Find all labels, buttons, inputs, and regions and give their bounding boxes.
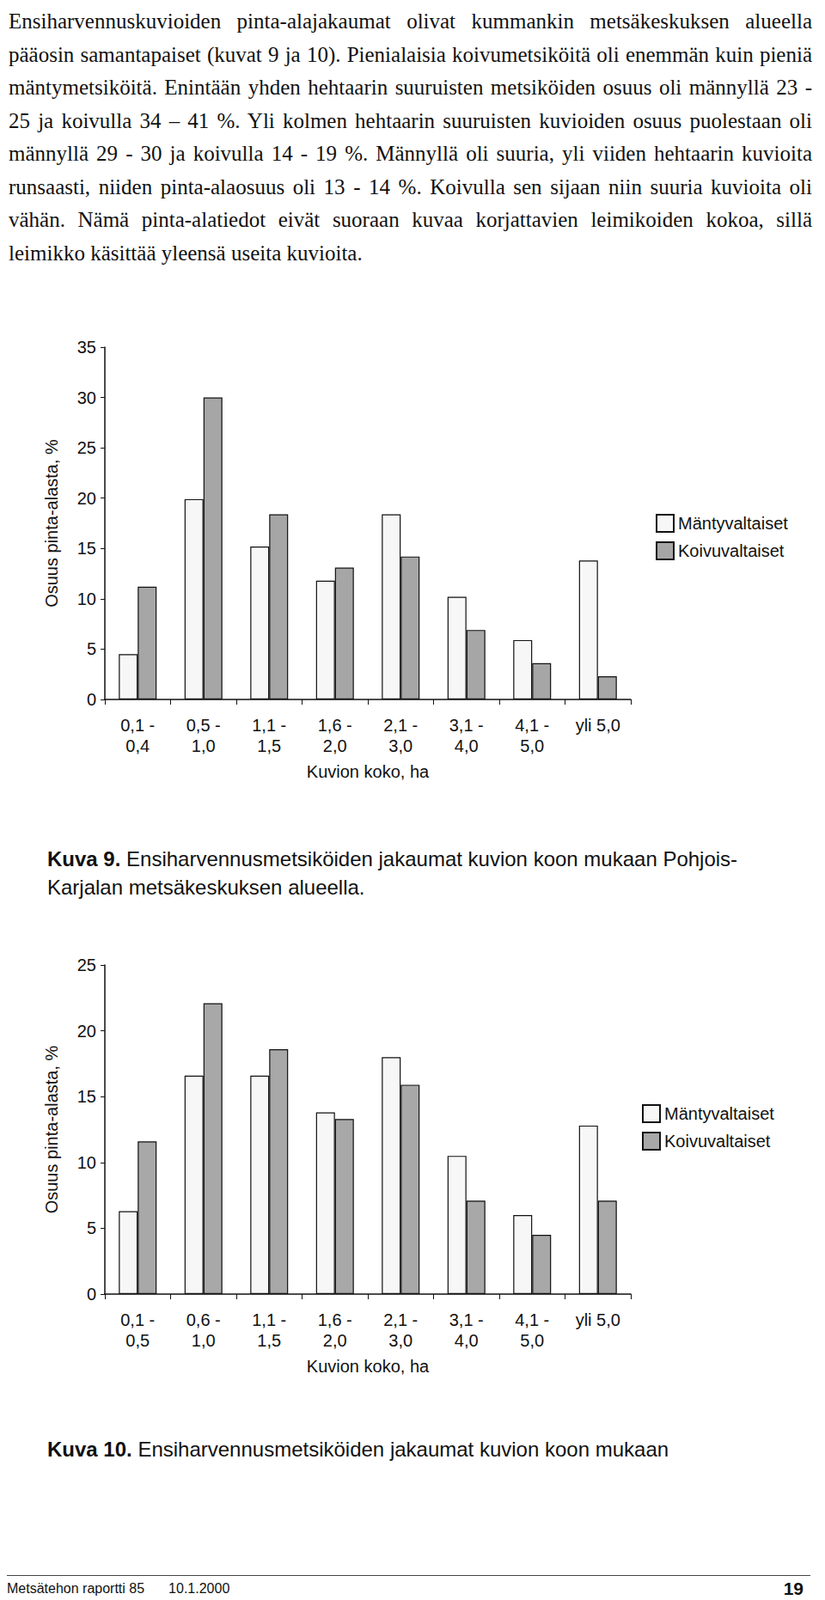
svg-text:15: 15 [77, 538, 97, 558]
svg-text:5: 5 [86, 1218, 97, 1238]
svg-text:yli 5,0: yli 5,0 [575, 1310, 621, 1330]
svg-text:0,5 -: 0,5 - [186, 715, 221, 735]
svg-text:Koivuvaltaiset: Koivuvaltaiset [678, 541, 785, 561]
svg-text:Kuvion koko, ha: Kuvion koko, ha [306, 1356, 430, 1376]
svg-text:Koivuvaltaiset: Koivuvaltaiset [664, 1131, 771, 1151]
svg-text:25: 25 [77, 438, 97, 458]
svg-text:30: 30 [77, 388, 97, 408]
html-text:Ensiharvennuskuvioiden pinta-a: Ensiharvennuskuvioiden pinta-alajakaumat… [8, 9, 813, 265]
html-text:19: 19 [783, 1578, 804, 1599]
svg-text:5,0: 5,0 [519, 1331, 544, 1351]
svg-text:Kuvion koko, ha: Kuvion koko, ha [306, 762, 430, 782]
svg-text:10: 10 [77, 1153, 97, 1173]
svg-text:Osuus pinta-alasta, %: Osuus pinta-alasta, % [42, 439, 62, 608]
svg-text:2,0: 2,0 [323, 736, 348, 756]
svg-text:1,6 -: 1,6 - [317, 1310, 353, 1330]
svg-text:35: 35 [77, 337, 97, 357]
svg-text:1,1 -: 1,1 - [251, 715, 287, 735]
svg-text:0,6 -: 0,6 - [186, 1310, 221, 1330]
html-text:10.1.2000: 10.1.2000 [168, 1581, 230, 1596]
html-text:Metsätehon raportti 85: Metsätehon raportti 85 [6, 1581, 145, 1596]
svg-text:1,6 -: 1,6 - [317, 715, 353, 735]
svg-text:3,0: 3,0 [388, 736, 413, 756]
svg-text:1,0: 1,0 [191, 1331, 216, 1351]
svg-text:4,0: 4,0 [454, 736, 479, 756]
svg-text:4,1 -: 4,1 - [514, 715, 550, 735]
svg-text:15: 15 [77, 1087, 97, 1107]
svg-text:0,1 -: 0,1 - [120, 1310, 155, 1330]
svg-text:3,1 -: 3,1 - [449, 715, 484, 735]
svg-text:Osuus pinta-alasta, %: Osuus pinta-alasta, % [42, 1045, 62, 1214]
svg-text:25: 25 [77, 955, 97, 975]
svg-text:2,1 -: 2,1 - [383, 715, 418, 735]
svg-text:2,0: 2,0 [323, 1331, 348, 1351]
svg-text:0: 0 [86, 690, 97, 709]
svg-text:Mäntyvaltaiset: Mäntyvaltaiset [664, 1104, 775, 1124]
svg-text:0,4: 0,4 [125, 736, 150, 756]
svg-text:Mäntyvaltaiset: Mäntyvaltaiset [678, 513, 789, 533]
svg-text:1,5: 1,5 [256, 1331, 282, 1351]
svg-text:1,5: 1,5 [256, 736, 282, 756]
svg-text:2,1 -: 2,1 - [383, 1310, 418, 1330]
html-text:Kuva 9. Ensiharvennusmetsiköid: Kuva 9. Ensiharvennusmetsiköiden jakauma… [47, 847, 738, 899]
svg-text:5: 5 [86, 639, 97, 659]
svg-text:0,5: 0,5 [125, 1331, 150, 1351]
svg-text:1,0: 1,0 [191, 736, 216, 756]
svg-text:4,0: 4,0 [454, 1331, 479, 1351]
svg-text:20: 20 [77, 488, 97, 508]
svg-text:1,1 -: 1,1 - [251, 1310, 287, 1330]
svg-text:5,0: 5,0 [519, 736, 544, 756]
svg-text:0: 0 [86, 1284, 97, 1304]
svg-text:0,1 -: 0,1 - [120, 715, 155, 735]
svg-text:yli 5,0: yli 5,0 [575, 715, 621, 735]
svg-text:20: 20 [77, 1021, 97, 1041]
svg-text:3,1 -: 3,1 - [449, 1310, 484, 1330]
svg-text:10: 10 [77, 589, 97, 609]
html-text:Kuva 10. Ensiharvennusmetsiköi: Kuva 10. Ensiharvennusmetsiköiden jakaum… [47, 1437, 669, 1461]
svg-text:3,0: 3,0 [388, 1331, 413, 1351]
svg-text:4,1 -: 4,1 - [514, 1310, 550, 1330]
